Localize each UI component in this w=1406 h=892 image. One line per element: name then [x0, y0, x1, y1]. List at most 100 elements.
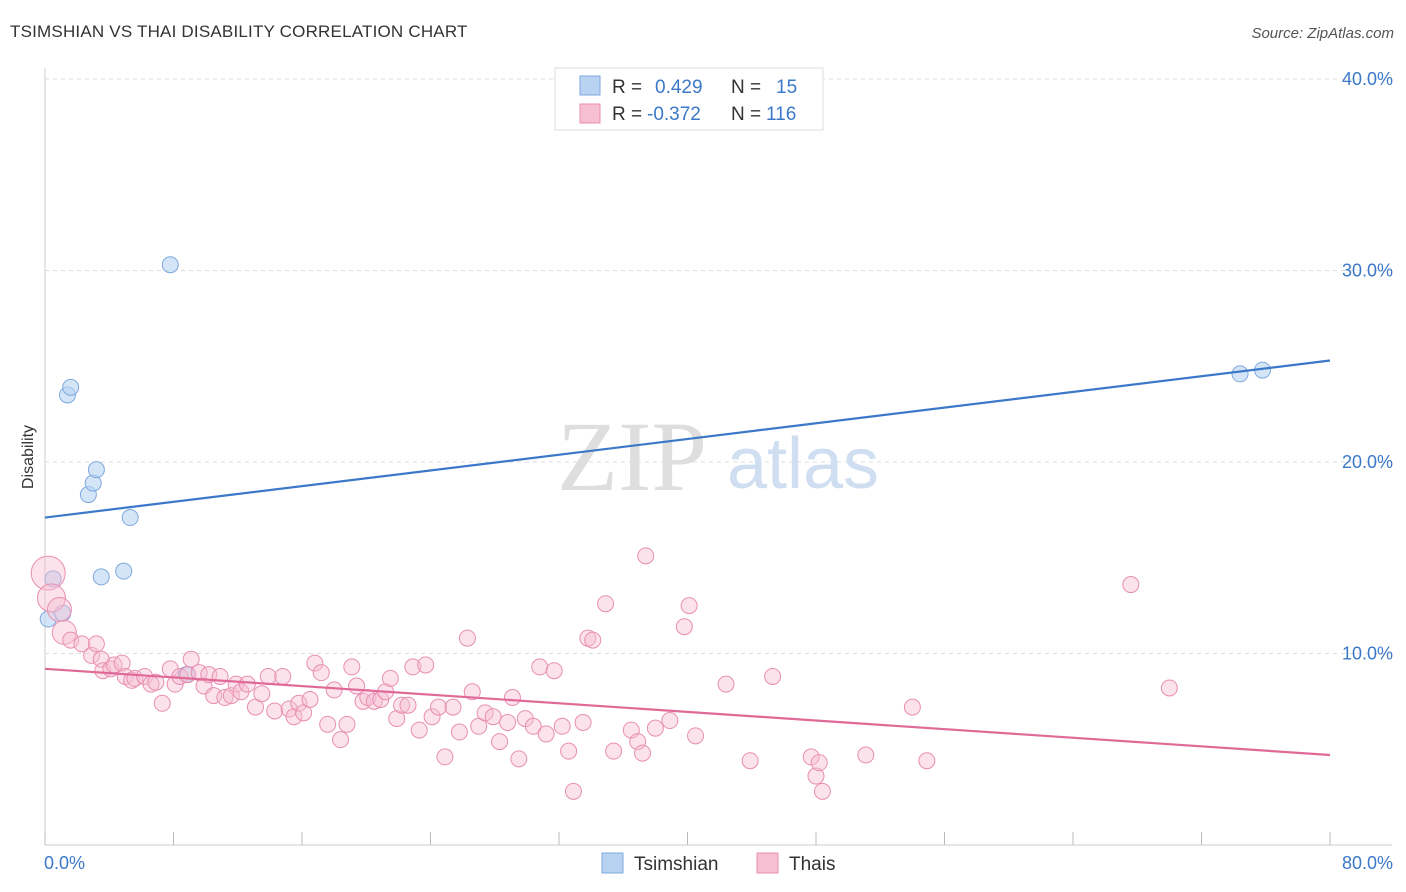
- thais-point: [259, 667, 277, 685]
- thais-point: [510, 750, 528, 768]
- legend-r-label-1: R =: [612, 77, 642, 98]
- thais-point: [381, 669, 399, 687]
- thais-point: [410, 721, 428, 739]
- thais-point: [476, 704, 494, 722]
- thais-point: [113, 654, 131, 672]
- thais-point: [524, 717, 542, 735]
- thais-point: [319, 715, 337, 733]
- thais-point: [87, 635, 105, 653]
- thais-point: [553, 717, 571, 735]
- thais-point: [343, 658, 361, 676]
- thais-point: [325, 681, 343, 699]
- x-tick-label-min: 0.0%: [44, 853, 85, 873]
- thais-point: [388, 710, 406, 728]
- legend-n-label-1: N =: [731, 77, 761, 98]
- legend: R = 0.429 N = 15 R = -0.372 N = 116: [554, 67, 824, 131]
- thais-point: [605, 742, 623, 760]
- thais-point: [306, 654, 324, 672]
- watermark-zip: ZIP: [557, 401, 707, 512]
- thais-point: [531, 658, 549, 676]
- thais-point: [211, 667, 229, 685]
- thais-point: [430, 698, 448, 716]
- thais-point: [687, 727, 705, 745]
- bottom-legend-label-tsimshian: Tsimshian: [634, 854, 718, 875]
- y-axis-label: Disability: [20, 425, 37, 489]
- thais-point: [30, 555, 66, 591]
- thais-point: [285, 708, 303, 726]
- thais-point: [584, 631, 602, 649]
- thais-point: [153, 694, 171, 712]
- thais-point: [675, 618, 693, 636]
- thais-point: [813, 782, 831, 800]
- thais-point: [147, 673, 165, 691]
- thais-point: [182, 650, 200, 668]
- thais-point: [393, 696, 411, 714]
- thais-point: [423, 708, 441, 726]
- thais-point: [450, 723, 468, 741]
- tsimshian-point: [1231, 365, 1249, 383]
- tsimshian-point: [92, 568, 110, 586]
- thais-point: [253, 685, 271, 703]
- thais-point: [290, 694, 308, 712]
- x-tick-labels: 0.0% 80.0%: [44, 853, 1393, 873]
- thais-point: [634, 744, 652, 762]
- tsimshian-point: [115, 562, 133, 580]
- tsimshian-point: [87, 461, 105, 479]
- y-tick-label: 30.0%: [1342, 261, 1393, 281]
- y-tick-label: 10.0%: [1342, 644, 1393, 664]
- thais-point: [436, 748, 454, 766]
- legend-n-label-2: N =: [731, 104, 761, 125]
- thais-point: [717, 675, 735, 693]
- thais-point: [365, 692, 383, 710]
- bottom-legend-label-thais: Thais: [789, 854, 835, 875]
- thais-point: [266, 702, 284, 720]
- thais-point: [399, 696, 417, 714]
- legend-r-value-2: -0.372: [647, 104, 701, 125]
- thais-point: [503, 689, 521, 707]
- thais-point: [73, 635, 91, 653]
- thais-point: [597, 595, 615, 613]
- thais-point: [46, 596, 72, 622]
- thais-point: [463, 683, 481, 701]
- bottom-legend: Tsimshian Thais: [601, 852, 835, 875]
- legend-n-value-2: 116: [766, 104, 796, 125]
- tsimshian-point: [161, 256, 179, 274]
- thais-point: [564, 782, 582, 800]
- legend-r-value-1: 0.429: [655, 77, 703, 98]
- y-tick-label: 40.0%: [1342, 69, 1393, 89]
- thais-point: [537, 725, 555, 743]
- thais-point: [499, 713, 517, 731]
- thais-point: [36, 583, 66, 613]
- thais-point: [807, 767, 825, 785]
- tsimshian-trend-line: [44, 359, 1331, 519]
- thais-point: [560, 742, 578, 760]
- data-points: [30, 256, 1272, 800]
- x-tick-label-max: 80.0%: [1342, 853, 1393, 873]
- watermark: ZIP atlas: [557, 401, 879, 512]
- legend-n-value-1: 15: [776, 77, 797, 98]
- thais-point: [491, 733, 509, 751]
- thais-point: [918, 752, 936, 770]
- y-tick-labels: 10.0% 20.0% 30.0% 40.0%: [1342, 69, 1393, 664]
- tsimshian-point: [44, 570, 62, 588]
- thais-point: [637, 547, 655, 565]
- thais-point: [444, 698, 462, 716]
- thais-point: [62, 631, 80, 649]
- thais-point: [338, 715, 356, 733]
- thais-point: [123, 671, 141, 689]
- thais-point: [661, 712, 679, 730]
- thais-point: [484, 708, 502, 726]
- thais-point: [857, 746, 875, 764]
- thais-point: [417, 656, 435, 674]
- trend-lines: [44, 359, 1331, 757]
- thais-point: [458, 629, 476, 647]
- thais-point: [680, 597, 698, 615]
- chart-source: Source: ZipAtlas.com: [1251, 25, 1394, 42]
- chart-title: TSIMSHIAN VS THAI DISABILITY CORRELATION…: [10, 22, 468, 41]
- thais-point: [903, 698, 921, 716]
- thais-point: [1160, 679, 1178, 697]
- thais-point: [332, 731, 350, 749]
- thais-point: [1122, 576, 1140, 594]
- thais-point: [274, 667, 292, 685]
